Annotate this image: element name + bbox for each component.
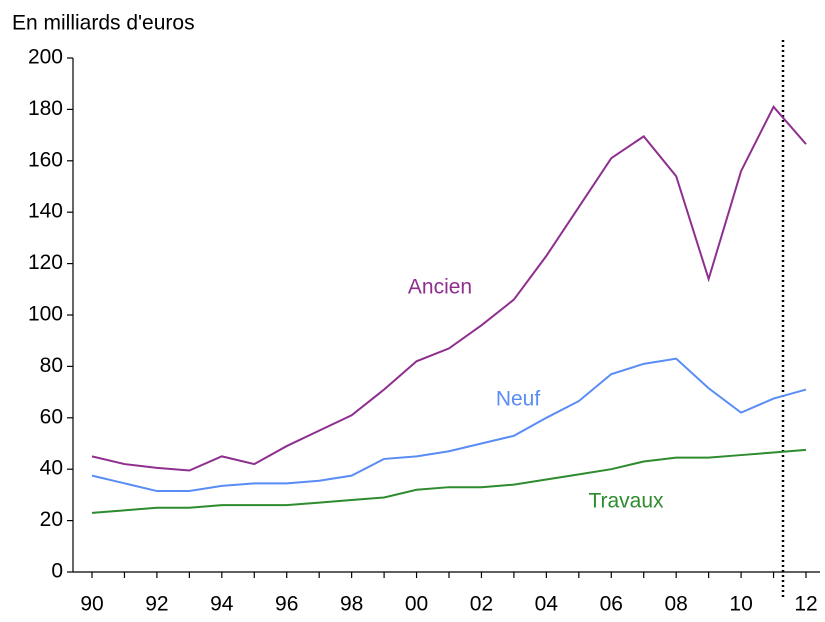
series-label: Travaux	[588, 490, 664, 513]
y-tick-label: 60	[40, 405, 63, 428]
x-tick-label: 02	[470, 593, 493, 616]
y-tick-label: 40	[40, 457, 63, 480]
x-tick-label: 06	[600, 593, 623, 616]
x-tick-label: 08	[665, 593, 688, 616]
x-tick-label: 04	[535, 593, 559, 616]
y-tick-label: 140	[28, 200, 63, 223]
x-tick-label: 94	[210, 593, 234, 616]
series-line	[91, 357, 807, 493]
series-label: Ancien	[408, 276, 472, 299]
x-tick-label: 98	[340, 593, 363, 616]
x-tick-label: 92	[145, 593, 168, 616]
series-line	[91, 448, 807, 514]
y-tick-label: 20	[40, 508, 63, 531]
y-tick-label: 100	[28, 303, 63, 326]
y-tick-label: 0	[51, 560, 63, 583]
series-label: Neuf	[496, 388, 541, 411]
x-tick-label: 96	[275, 593, 298, 616]
y-axis-label: En milliards d'euros	[12, 12, 195, 35]
x-tick-label: 10	[729, 593, 752, 616]
y-tick-label: 180	[28, 97, 63, 120]
y-tick-label: 80	[40, 354, 63, 377]
series-line	[91, 105, 807, 472]
y-tick-label: 120	[28, 251, 63, 274]
x-tick-label: 90	[80, 593, 103, 616]
x-tick-label: 00	[405, 593, 428, 616]
x-tick-label: 12	[794, 593, 817, 616]
y-tick-label: 160	[28, 148, 63, 171]
y-tick-label: 200	[28, 46, 63, 69]
